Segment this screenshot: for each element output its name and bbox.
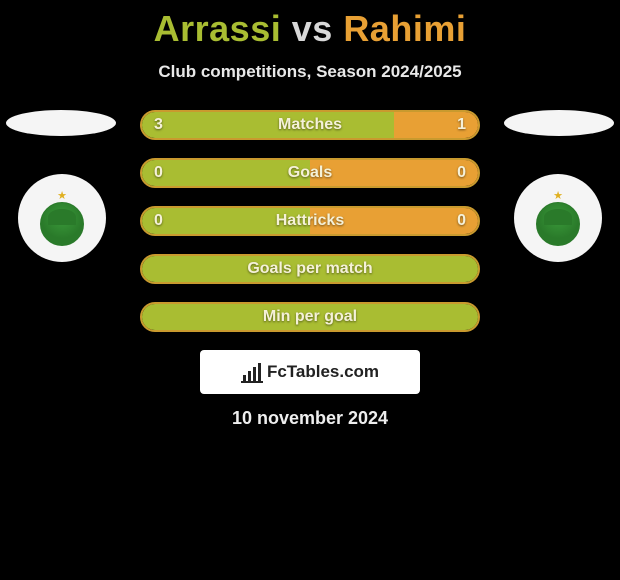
player2-name: Rahimi <box>343 8 466 49</box>
stats-area: ★ ★ 31Matches00Goals00HattricksGoals per… <box>0 110 620 332</box>
club-crest-icon <box>40 202 84 246</box>
stat-row: 31Matches <box>140 110 480 140</box>
player2-value: 0 <box>457 212 466 230</box>
branding-text: FcTables.com <box>267 362 379 382</box>
stat-row: Min per goal <box>140 302 480 332</box>
stat-row: 00Goals <box>140 158 480 188</box>
stat-rows: 31Matches00Goals00HattricksGoals per mat… <box>130 110 490 332</box>
player1-club-logo: ★ <box>18 174 106 262</box>
player2-avatar-placeholder <box>504 110 614 136</box>
bar-chart-icon <box>241 361 263 383</box>
club-crest-icon <box>536 202 580 246</box>
date-label: 10 november 2024 <box>0 408 620 429</box>
player2-segment <box>310 160 478 186</box>
player1-value: 0 <box>154 164 163 182</box>
comparison-card: Arrassi vs Rahimi Club competitions, Sea… <box>0 0 620 429</box>
player1-value: 3 <box>154 116 163 134</box>
player2-value: 0 <box>457 164 466 182</box>
page-title: Arrassi vs Rahimi <box>0 8 620 50</box>
subtitle: Club competitions, Season 2024/2025 <box>0 62 620 82</box>
player2-value: 1 <box>457 116 466 134</box>
vs-label: vs <box>292 8 333 49</box>
player1-segment <box>142 304 478 330</box>
branding-badge: FcTables.com <box>200 350 420 394</box>
player1-segment <box>142 256 478 282</box>
player1-segment <box>142 112 394 138</box>
stat-row: 00Hattricks <box>140 206 480 236</box>
player1-name: Arrassi <box>154 8 282 49</box>
star-icon: ★ <box>553 191 563 202</box>
player1-avatar-placeholder <box>6 110 116 136</box>
stat-row: Goals per match <box>140 254 480 284</box>
player1-segment <box>142 160 310 186</box>
player1-segment <box>142 208 310 234</box>
star-icon: ★ <box>57 191 67 202</box>
player2-club-logo: ★ <box>514 174 602 262</box>
player1-value: 0 <box>154 212 163 230</box>
player2-segment <box>310 208 478 234</box>
